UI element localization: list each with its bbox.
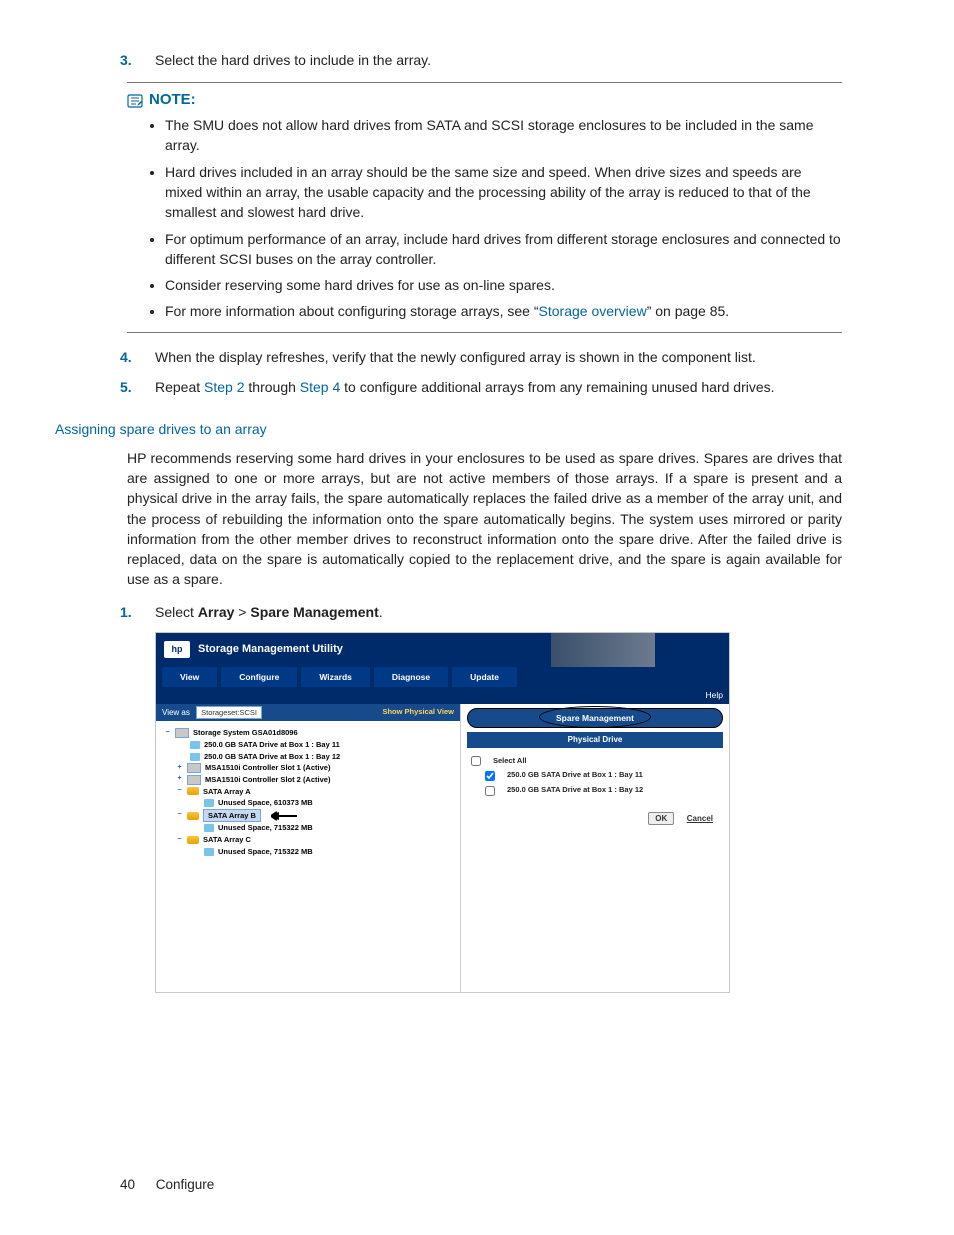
step-3: 3. Select the hard drives to include in … xyxy=(55,50,842,70)
space-icon xyxy=(204,799,214,807)
smu-title: Storage Management Utility xyxy=(198,642,343,658)
pointer-arrow-icon xyxy=(271,811,297,821)
array-icon xyxy=(187,787,199,795)
note-icon xyxy=(127,93,143,107)
drive-icon xyxy=(190,753,200,761)
page-number: 40 xyxy=(120,1175,152,1195)
help-link[interactable]: Help xyxy=(156,687,729,703)
controller-icon xyxy=(187,775,201,785)
controller-icon xyxy=(187,763,201,773)
array-icon xyxy=(187,812,199,820)
note-bullet-3: For optimum performance of an array, inc… xyxy=(165,229,842,270)
drive-12-checkbox[interactable] xyxy=(485,786,495,796)
select-all-checkbox[interactable] xyxy=(471,756,481,766)
step-1-spare: 1. Select Array > Spare Management. xyxy=(55,602,842,622)
space-icon xyxy=(204,848,214,856)
space-icon xyxy=(204,824,214,832)
section-paragraph: HP recommends reserving some hard drives… xyxy=(127,448,842,590)
note-box: NOTE: The SMU does not allow hard drives… xyxy=(127,82,842,332)
storage-tree: −Storage System GSA01d8096 250.0 GB SATA… xyxy=(156,721,460,861)
tab-configure[interactable]: Configure xyxy=(221,667,297,687)
ok-button[interactable]: OK xyxy=(648,812,674,825)
note-bullet-2: Hard drives included in an array should … xyxy=(165,162,842,223)
drive-icon xyxy=(190,741,200,749)
viewas-label: View as xyxy=(162,708,190,717)
banner-image xyxy=(551,633,655,667)
link-storage-overview[interactable]: Storage overview xyxy=(539,303,647,319)
step-4-text: When the display refreshes, verify that … xyxy=(155,349,756,365)
smu-screenshot: hp Storage Management Utility View Confi… xyxy=(155,632,730,993)
cancel-button[interactable]: Cancel xyxy=(681,813,719,824)
step-4-num: 4. xyxy=(120,347,132,367)
section-heading: Assigning spare drives to an array xyxy=(55,419,842,439)
hp-logo-icon: hp xyxy=(164,641,190,658)
viewas-select[interactable]: Storageset:SCSI xyxy=(196,706,262,719)
drive-11-checkbox[interactable] xyxy=(485,771,495,781)
show-physical-view-link[interactable]: Show Physical View xyxy=(382,707,454,718)
step-5-num: 5. xyxy=(120,377,132,397)
physical-drive-header: Physical Drive xyxy=(467,732,723,748)
note-bullet-5: For more information about configuring s… xyxy=(165,301,842,321)
page-footer: 40 Configure xyxy=(120,1175,214,1195)
tab-wizards[interactable]: Wizards xyxy=(301,667,370,687)
tab-update[interactable]: Update xyxy=(452,667,517,687)
tab-diagnose[interactable]: Diagnose xyxy=(374,667,448,687)
step-5: 5. Repeat Step 2 through Step 4 to confi… xyxy=(55,377,842,397)
array-icon xyxy=(187,836,199,844)
link-step2[interactable]: Step 2 xyxy=(204,379,244,395)
note-bullet-4: Consider reserving some hard drives for … xyxy=(165,275,842,295)
step-3-num: 3. xyxy=(120,50,132,70)
link-step4[interactable]: Step 4 xyxy=(300,379,340,395)
step-3-text: Select the hard drives to include in the… xyxy=(155,52,431,68)
step-4: 4. When the display refreshes, verify th… xyxy=(55,347,842,367)
system-icon xyxy=(175,728,189,738)
selected-array[interactable]: SATA Array B xyxy=(203,809,261,823)
footer-label: Configure xyxy=(156,1177,215,1192)
smu-menu: View Configure Wizards Diagnose Update xyxy=(156,667,729,687)
step-1-spare-num: 1. xyxy=(120,602,132,622)
tab-view[interactable]: View xyxy=(162,667,217,687)
spare-management-header: Spare Management xyxy=(467,708,723,728)
note-bullet-1: The SMU does not allow hard drives from … xyxy=(165,115,842,156)
note-label: NOTE: xyxy=(149,89,196,111)
